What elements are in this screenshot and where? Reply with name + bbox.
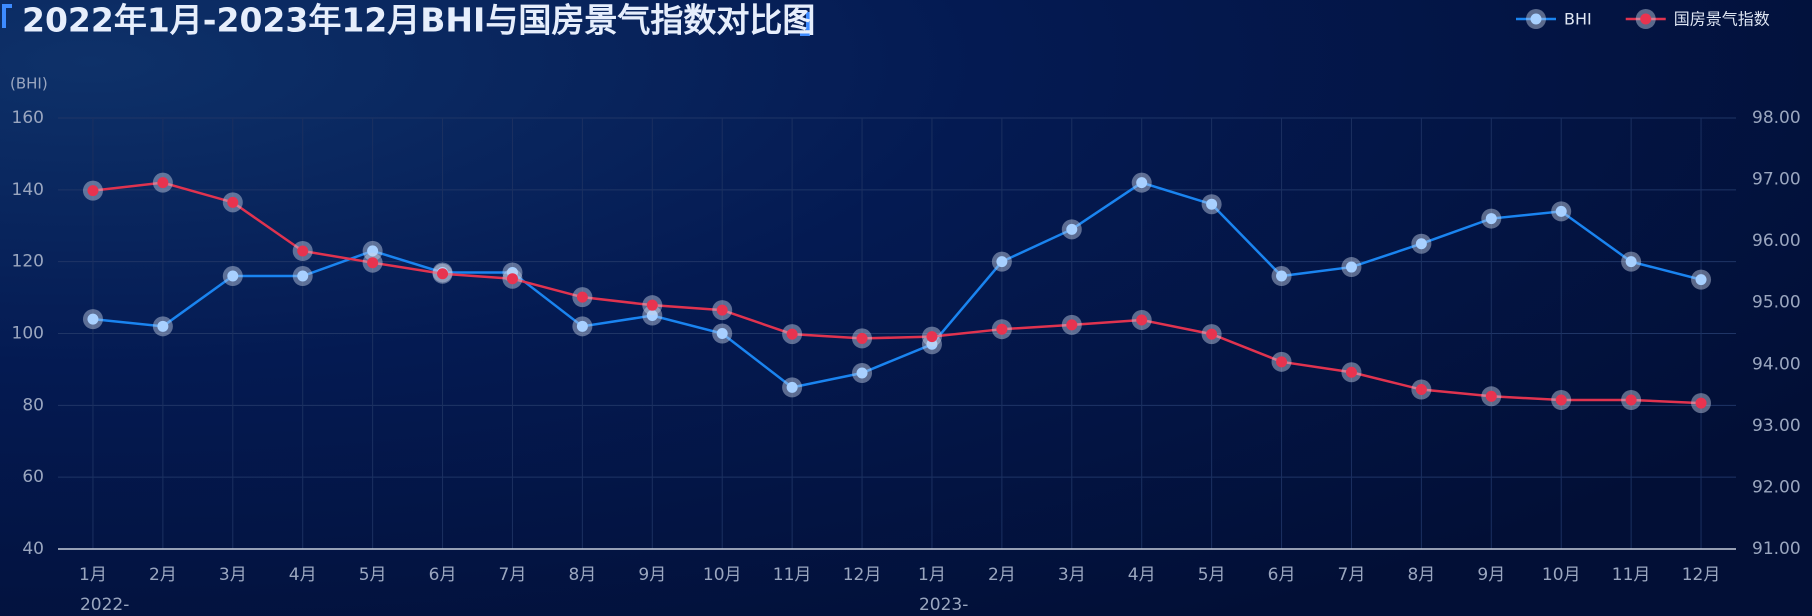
point: [576, 291, 588, 303]
point: [1206, 328, 1218, 340]
series-line: [92, 181, 1702, 405]
y-tick-label: 120: [12, 252, 44, 272]
point: [926, 331, 938, 343]
point: [786, 328, 798, 340]
point: [1485, 213, 1497, 225]
x-tick-label: 8月: [568, 565, 596, 585]
point: [1415, 384, 1427, 396]
x-tick-label: 4月: [1128, 565, 1156, 585]
x-tick-label: 7月: [1338, 565, 1366, 585]
x-tick-label: 6月: [429, 565, 457, 585]
point: [1485, 390, 1497, 402]
point: [646, 299, 658, 311]
x-tick-label: 11月: [1612, 565, 1651, 585]
point: [786, 381, 798, 393]
point: [1276, 356, 1288, 368]
point: [1625, 256, 1637, 268]
point: [506, 273, 518, 285]
point: [716, 328, 728, 339]
point: [157, 320, 169, 332]
y2-tick-label: 91.00: [1752, 539, 1801, 559]
legend-marker: [1640, 13, 1652, 25]
y-axis-label: (BHI): [10, 75, 48, 93]
point: [297, 245, 309, 257]
x-tick-label: 5月: [359, 565, 387, 585]
x-group-label: 2022-: [80, 595, 129, 615]
y-tick-label: 80: [22, 395, 44, 415]
x-tick-label: 1月: [918, 565, 946, 585]
y-tick-label: 160: [12, 108, 44, 128]
y2-tick-label: 92.00: [1752, 477, 1801, 497]
x-tick-label: 9月: [638, 565, 666, 585]
x-tick-label: 6月: [1268, 565, 1296, 585]
x-tick-label: 8月: [1407, 565, 1435, 585]
legend-marker: [1530, 13, 1542, 25]
y-tick-label: 140: [12, 180, 44, 200]
x-tick-label: 10月: [703, 565, 742, 585]
point: [1625, 394, 1637, 406]
series-line: [92, 181, 1702, 389]
x-tick-label: 12月: [1682, 565, 1721, 585]
x-tick-label: 3月: [1058, 565, 1086, 585]
y2-tick-label: 94.00: [1752, 354, 1801, 374]
point: [87, 313, 99, 325]
x-tick-label: 9月: [1477, 565, 1505, 585]
point: [646, 310, 658, 322]
point: [1555, 394, 1567, 406]
point: [1415, 238, 1427, 250]
point: [1695, 397, 1707, 409]
chart-title: 2022年1月-2023年12月BHI与国房景气指数对比图: [22, 1, 815, 40]
x-tick-label: 2月: [149, 565, 177, 585]
x-tick-label: 12月: [843, 565, 882, 585]
y2-tick-label: 93.00: [1752, 416, 1801, 436]
point: [1066, 223, 1078, 235]
point: [437, 268, 449, 280]
point: [1695, 274, 1707, 286]
x-tick-label: 2月: [988, 565, 1016, 585]
point: [1345, 261, 1357, 273]
point: [1136, 314, 1148, 326]
title-bracket: [800, 12, 810, 36]
point: [1136, 177, 1148, 189]
point: [576, 320, 588, 332]
y-tick-label: 40: [22, 539, 44, 559]
point: [1276, 270, 1288, 282]
x-tick-label: 3月: [219, 565, 247, 585]
legend-label: BHI: [1564, 10, 1592, 29]
point: [157, 177, 169, 189]
point: [1555, 205, 1567, 217]
point: [87, 185, 99, 197]
x-tick-label: 7月: [499, 565, 527, 585]
point: [1066, 319, 1078, 331]
point: [1206, 198, 1218, 210]
y-tick-label: 100: [12, 324, 44, 344]
legend-label: 国房景气指数: [1674, 10, 1770, 29]
point: [926, 338, 938, 350]
x-group-label: 2023-: [919, 595, 968, 615]
point: [227, 196, 239, 208]
y2-tick-label: 97.00: [1752, 170, 1801, 190]
point: [996, 323, 1008, 335]
point: [856, 367, 868, 379]
y2-tick-label: 95.00: [1752, 293, 1801, 313]
y-tick-label: 60: [22, 467, 44, 487]
point: [856, 332, 868, 344]
point: [996, 256, 1008, 268]
x-tick-label: 5月: [1198, 565, 1226, 585]
y2-tick-label: 98.00: [1752, 108, 1801, 128]
y2-tick-label: 96.00: [1752, 231, 1801, 251]
point: [297, 270, 309, 282]
x-tick-label: 10月: [1542, 565, 1581, 585]
point: [716, 304, 728, 316]
point: [367, 245, 379, 257]
x-tick-label: 11月: [773, 565, 812, 585]
point: [1345, 366, 1357, 378]
x-tick-label: 1月: [79, 565, 107, 585]
point: [227, 270, 239, 282]
x-tick-label: 4月: [289, 565, 317, 585]
point: [367, 257, 379, 269]
title-bracket: [2, 4, 12, 28]
